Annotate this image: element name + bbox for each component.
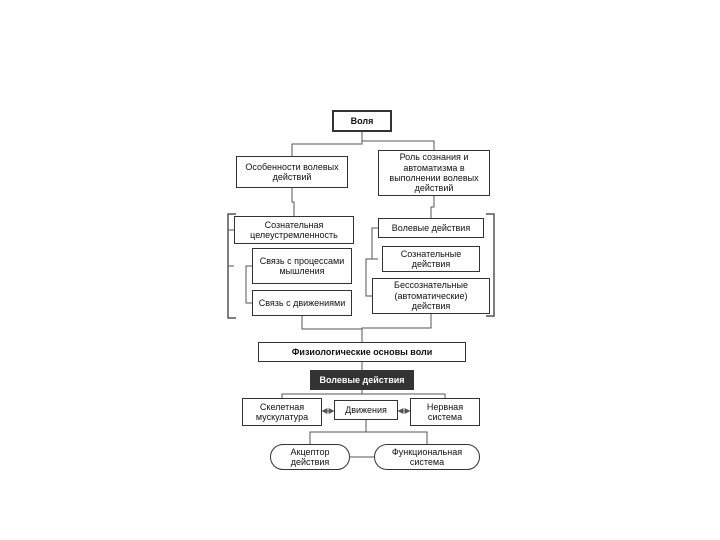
node-svyaz_mysh: Связь с процессами мышления xyxy=(252,248,352,284)
edges-layer xyxy=(0,0,720,540)
node-volya: Воля xyxy=(332,110,392,132)
node-rol_soznaniya: Роль сознания и автоматизма в выполнении… xyxy=(378,150,490,196)
diagram-canvas: Воля Особенности волевых действий Роль соз… xyxy=(0,0,720,540)
node-nervnaya: Нервная система xyxy=(410,398,480,426)
node-skelet: Скелетная мускулатура xyxy=(242,398,322,426)
node-svyaz_dvizh: Связь с движениями xyxy=(252,290,352,316)
node-osobennosti: Особенности волевых действий xyxy=(236,156,348,188)
node-bessoznat: Бессознательные (автоматические) действи… xyxy=(372,278,490,314)
node-funkcional: Функциональная система xyxy=(374,444,480,470)
node-soznat_deistv: Сознательные действия xyxy=(382,246,480,272)
node-akceptor: Акцептор действия xyxy=(270,444,350,470)
node-dvizheniya: Движения xyxy=(334,400,398,420)
node-volevye_center: Волевые действия xyxy=(310,370,414,390)
node-soznat_celeustr: Сознательная целеустремленность xyxy=(234,216,354,244)
node-fiziolog: Физиологические основы воли xyxy=(258,342,466,362)
node-volevye_deistv_r: Волевые действия xyxy=(378,218,484,238)
